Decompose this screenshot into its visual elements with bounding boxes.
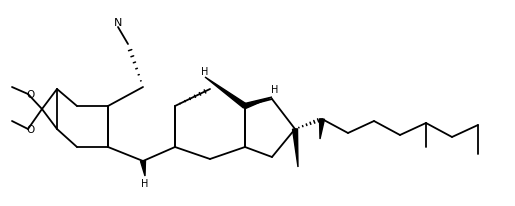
Text: O: O — [26, 90, 34, 99]
Polygon shape — [244, 97, 272, 109]
Text: H: H — [271, 85, 279, 95]
Text: H: H — [141, 178, 149, 188]
Text: H: H — [201, 67, 209, 77]
Text: N: N — [114, 18, 122, 28]
Polygon shape — [141, 161, 145, 176]
Polygon shape — [205, 78, 247, 109]
Polygon shape — [319, 119, 324, 139]
Polygon shape — [293, 129, 298, 167]
Text: O: O — [26, 124, 34, 134]
